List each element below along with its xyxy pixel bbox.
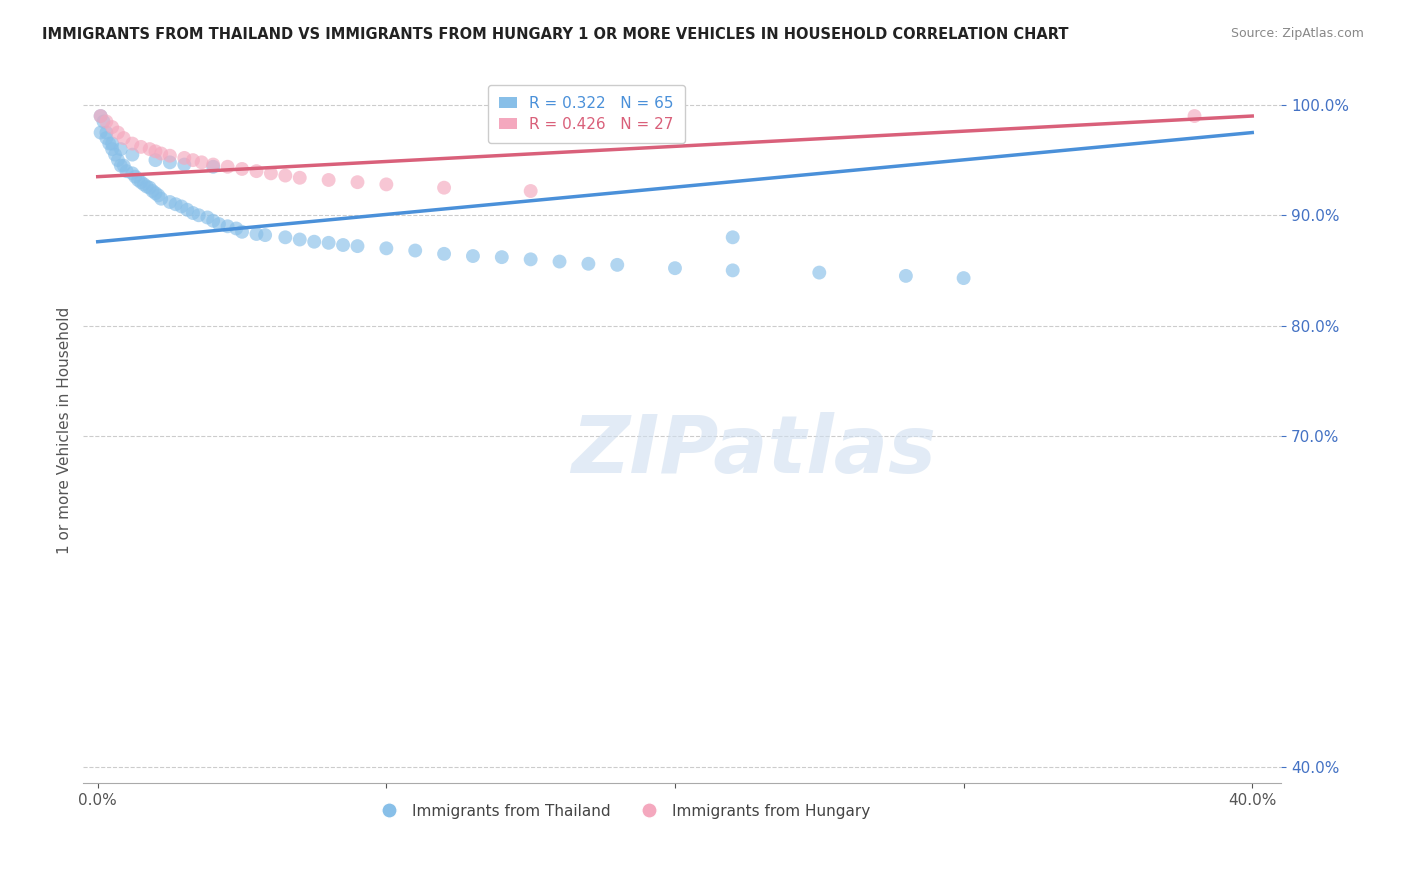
Point <box>138 180 160 194</box>
Point <box>519 252 541 267</box>
Point <box>165 197 187 211</box>
Text: IMMIGRANTS FROM THAILAND VS IMMIGRANTS FROM HUNGARY 1 OR MORE VEHICLES IN HOUSEH: IMMIGRANTS FROM THAILAND VS IMMIGRANTS F… <box>42 27 1069 42</box>
Point <box>173 157 195 171</box>
Point <box>375 241 398 255</box>
Point <box>107 126 129 140</box>
Point <box>288 233 311 247</box>
Point <box>104 147 127 161</box>
Legend: Immigrants from Thailand, Immigrants from Hungary: Immigrants from Thailand, Immigrants fro… <box>368 797 876 825</box>
Point <box>318 173 340 187</box>
Point <box>170 199 193 213</box>
Point <box>274 230 297 244</box>
Point <box>176 202 198 217</box>
Text: Source: ZipAtlas.com: Source: ZipAtlas.com <box>1230 27 1364 40</box>
Point <box>96 131 118 145</box>
Point <box>121 136 143 151</box>
Point <box>145 186 167 201</box>
Point <box>721 263 744 277</box>
Point <box>96 126 118 140</box>
Point <box>346 175 368 189</box>
Point <box>231 161 253 176</box>
Point <box>101 142 124 156</box>
Point <box>225 221 247 235</box>
Point <box>208 217 231 231</box>
Point <box>491 250 513 264</box>
Point <box>288 170 311 185</box>
Point <box>952 271 974 285</box>
Y-axis label: 1 or more Vehicles in Household: 1 or more Vehicles in Household <box>58 307 72 554</box>
Point <box>159 149 181 163</box>
Point <box>433 180 456 194</box>
Point <box>93 114 115 128</box>
Point <box>121 147 143 161</box>
Point <box>197 211 219 225</box>
Point <box>332 238 354 252</box>
Point <box>274 169 297 183</box>
Point <box>254 228 277 243</box>
Point <box>187 208 209 222</box>
Point <box>115 164 138 178</box>
Point <box>245 227 267 241</box>
Point <box>245 164 267 178</box>
Point <box>606 258 628 272</box>
Point <box>96 114 118 128</box>
Point <box>110 142 132 156</box>
Point <box>576 257 599 271</box>
Point <box>302 235 325 249</box>
Point <box>231 225 253 239</box>
Point <box>101 136 124 151</box>
Point <box>1184 109 1206 123</box>
Point <box>112 159 135 173</box>
Point <box>98 136 121 151</box>
Point <box>145 145 167 159</box>
Point <box>159 155 181 169</box>
Point <box>375 178 398 192</box>
Point <box>318 235 340 250</box>
Point <box>110 159 132 173</box>
Point <box>202 213 225 227</box>
Text: ZIPatlas: ZIPatlas <box>572 412 936 491</box>
Point <box>159 194 181 209</box>
Point <box>148 188 170 202</box>
Point <box>260 166 283 180</box>
Point <box>181 153 204 168</box>
Point <box>433 247 456 261</box>
Point <box>129 140 152 154</box>
Point <box>217 160 239 174</box>
Point <box>90 109 112 123</box>
Point <box>461 249 484 263</box>
Point <box>124 169 146 184</box>
Point <box>519 184 541 198</box>
Point <box>138 142 160 156</box>
Point <box>346 239 368 253</box>
Point <box>808 266 831 280</box>
Point <box>894 268 917 283</box>
Point <box>135 179 157 194</box>
Point <box>132 178 155 192</box>
Point <box>150 146 173 161</box>
Point <box>217 219 239 234</box>
Point <box>721 230 744 244</box>
Point <box>548 254 571 268</box>
Point <box>181 206 204 220</box>
Point <box>190 155 212 169</box>
Point <box>150 192 173 206</box>
Point <box>202 160 225 174</box>
Point <box>173 151 195 165</box>
Point <box>90 126 112 140</box>
Point <box>202 157 225 171</box>
Point <box>145 153 167 168</box>
Point <box>121 166 143 180</box>
Point <box>404 244 426 258</box>
Point <box>107 153 129 168</box>
Point <box>112 131 135 145</box>
Point <box>90 109 112 123</box>
Point <box>142 184 165 198</box>
Point <box>101 120 124 134</box>
Point <box>129 175 152 189</box>
Point <box>127 173 149 187</box>
Point <box>664 261 686 276</box>
